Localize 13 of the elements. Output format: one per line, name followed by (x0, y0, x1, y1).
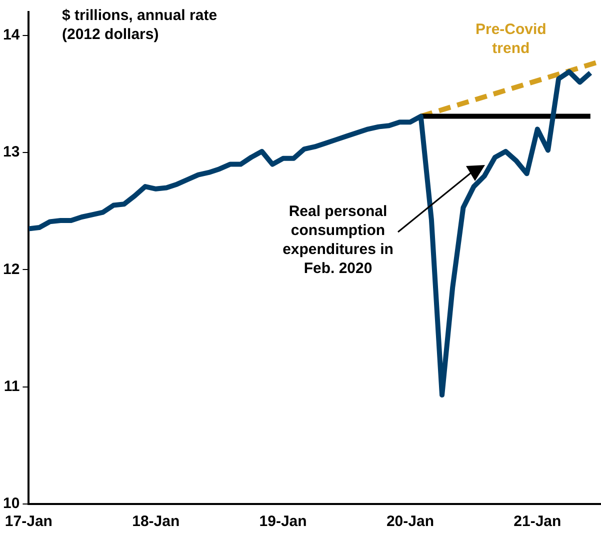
y-tick-label: 10 (2, 495, 20, 512)
x-tick-label: 18-Jan (132, 513, 180, 530)
annotation: Real personal consumption expenditures in Feb. 2020 (282, 203, 394, 278)
y-tick-label: 13 (2, 144, 20, 161)
y-axis-title: $ trillions, annual rate (2012 dollars) (62, 6, 218, 44)
y-tick-label: 14 (2, 26, 20, 44)
x-tick-label: 20-Jan (386, 513, 434, 530)
x-tick-label: 19-Jan (259, 513, 307, 530)
y-tick-label: 12 (2, 260, 20, 278)
series-label: Pre-Covid trend (475, 20, 546, 57)
y-tick-label: 11 (4, 378, 20, 395)
x-tick-label: 21-Jan (514, 513, 562, 530)
x-tick-label: 17-Jan (4, 513, 52, 530)
